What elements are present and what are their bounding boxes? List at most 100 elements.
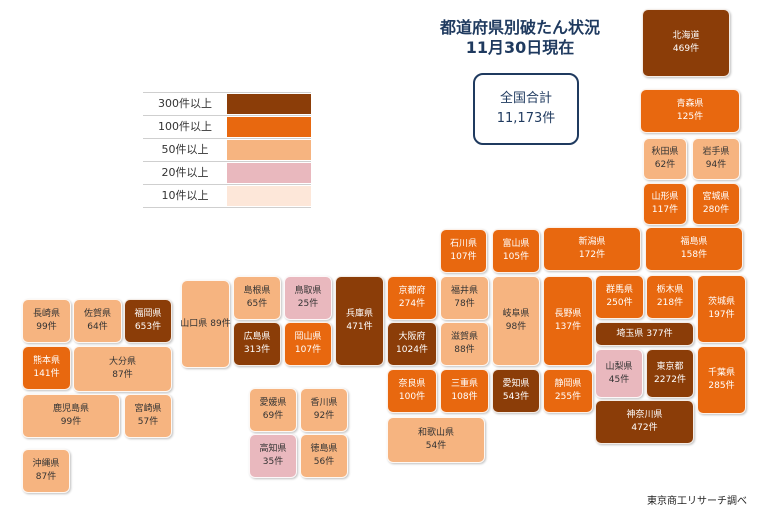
pref-wakayama[interactable]: 和歌山県 54件 <box>387 417 485 463</box>
pref-count: 100件 <box>398 392 426 402</box>
pref-akita[interactable]: 秋田県 62件 <box>643 138 687 180</box>
total-label: 全国合計 <box>499 91 552 106</box>
pref-kochi[interactable]: 高知県 35件 <box>249 434 297 478</box>
pref-yamanashi[interactable]: 山梨県 45件 <box>595 349 643 398</box>
pref-name: 福井県 <box>450 286 478 296</box>
pref-kanagawa[interactable]: 神奈川県 472件 <box>595 400 694 444</box>
pref-yamagata[interactable]: 山形県 117件 <box>643 183 687 225</box>
pref-name: 愛媛県 <box>259 398 287 408</box>
pref-name: 愛知県 <box>502 379 530 389</box>
legend-label: 50件以上 <box>161 143 209 156</box>
pref-count: 280件 <box>702 205 730 215</box>
pref-okinawa[interactable]: 沖縄県 87件 <box>22 449 70 493</box>
pref-shiga[interactable]: 滋賀県 88件 <box>440 322 489 366</box>
pref-okayama[interactable]: 岡山県 107件 <box>284 322 332 366</box>
legend: 300件以上 100件以上 50件以上 20件以上 10件以上 <box>143 92 311 208</box>
pref-name: 宮城県 <box>702 192 730 202</box>
pref-yamaguchi[interactable]: 山口県 89件 <box>180 280 231 368</box>
pref-shimane[interactable]: 島根県 65件 <box>233 276 281 320</box>
pref-name: 和歌山県 <box>417 428 454 438</box>
pref-name: 滋賀県 <box>450 332 478 342</box>
pref-fukuoka[interactable]: 福岡県 653件 <box>124 299 172 343</box>
pref-name: 徳島県 <box>310 444 338 454</box>
pref-count: 274件 <box>398 299 426 309</box>
legend-row: 20件以上 <box>143 161 311 184</box>
pref-count: 255件 <box>554 392 582 402</box>
legend-label: 10件以上 <box>161 189 209 202</box>
pref-hokkaido[interactable]: 北海道 469件 <box>642 9 730 77</box>
pref-tottori[interactable]: 鳥取県 25件 <box>284 276 332 320</box>
pref-name: 新潟県 <box>578 237 606 247</box>
pref-ehime[interactable]: 愛媛県 69件 <box>249 388 297 432</box>
pref-name: 広島県 <box>243 332 271 342</box>
pref-hyogo[interactable]: 兵庫県 471件 <box>335 276 384 366</box>
pref-count: 78件 <box>454 299 475 309</box>
pref-name: 埼玉県 <box>616 328 644 339</box>
pref-name: 宮崎県 <box>134 404 162 414</box>
pref-ibaraki[interactable]: 茨城県 197件 <box>697 275 746 343</box>
pref-name: 三重県 <box>450 379 478 389</box>
pref-shizuoka[interactable]: 静岡県 255件 <box>543 369 593 413</box>
legend-swatch <box>227 94 311 114</box>
pref-name: 静岡県 <box>554 379 582 389</box>
pref-ishikawa[interactable]: 石川県 107件 <box>440 229 487 273</box>
pref-count: 197件 <box>708 310 735 320</box>
legend-swatch <box>227 117 311 137</box>
pref-count: 472件 <box>631 423 658 433</box>
pref-chiba[interactable]: 千葉県 285件 <box>697 346 746 414</box>
pref-kumamoto[interactable]: 熊本県 141件 <box>22 346 71 390</box>
pref-name: 兵庫県 <box>345 309 373 319</box>
pref-saga[interactable]: 佐賀県 64件 <box>73 299 122 343</box>
pref-name: 熊本県 <box>32 356 60 366</box>
pref-mie[interactable]: 三重県 108件 <box>440 369 489 413</box>
pref-count: 2272件 <box>654 374 686 385</box>
pref-tokushima[interactable]: 徳島県 56件 <box>300 434 348 478</box>
pref-kyoto[interactable]: 京都府 274件 <box>387 276 437 320</box>
pref-kagoshima[interactable]: 鹿児島県 99件 <box>22 394 120 438</box>
pref-toyama[interactable]: 富山県 105件 <box>492 229 540 273</box>
pref-tokyo[interactable]: 東京都 2272件 <box>646 349 694 398</box>
pref-count: 285件 <box>708 381 735 391</box>
pref-nagasaki[interactable]: 長崎県 99件 <box>22 299 71 343</box>
pref-miyazaki[interactable]: 宮崎県 57件 <box>124 394 172 438</box>
legend-swatch <box>227 186 311 206</box>
pref-fukui[interactable]: 福井県 78件 <box>440 276 489 320</box>
pref-count: 218件 <box>656 298 684 308</box>
pref-count: 69件 <box>262 411 284 421</box>
pref-count: 105件 <box>502 252 530 262</box>
pref-name: 大分県 <box>108 357 136 367</box>
pref-name: 岩手県 <box>702 147 730 157</box>
pref-fukushima[interactable]: 福島県 158件 <box>645 227 743 271</box>
pref-hiroshima[interactable]: 広島県 313件 <box>233 322 281 366</box>
pref-count: 57件 <box>137 417 159 427</box>
legend-row: 100件以上 <box>143 115 311 138</box>
pref-kagawa[interactable]: 香川県 92件 <box>300 388 348 432</box>
pref-miyagi[interactable]: 宮城県 280件 <box>692 183 740 225</box>
pref-nara[interactable]: 奈良県 100件 <box>387 369 437 413</box>
pref-name: 北海道 <box>672 31 700 41</box>
pref-count: 92件 <box>313 411 335 421</box>
pref-name: 鳥取県 <box>294 286 322 296</box>
pref-count: 543件 <box>502 392 530 402</box>
pref-name: 神奈川県 <box>626 410 663 420</box>
pref-name: 千葉県 <box>707 368 735 378</box>
pref-tochigi[interactable]: 栃木県 218件 <box>646 275 694 319</box>
pref-count: 137件 <box>554 322 582 332</box>
pref-saitama[interactable]: 埼玉県 377件 <box>595 322 694 346</box>
pref-gunma[interactable]: 群馬県 250件 <box>595 275 644 319</box>
pref-name: 京都府 <box>398 286 426 296</box>
pref-aichi[interactable]: 愛知県 543件 <box>492 369 540 413</box>
pref-name: 沖縄県 <box>32 459 60 469</box>
legend-label: 100件以上 <box>158 120 212 133</box>
pref-count: 1024件 <box>396 345 428 355</box>
pref-count: 94件 <box>705 160 727 170</box>
pref-count: 471件 <box>346 322 373 332</box>
pref-nagano[interactable]: 長野県 137件 <box>543 276 593 366</box>
pref-gifu[interactable]: 岐阜県 98件 <box>492 276 540 366</box>
pref-osaka[interactable]: 大阪府 1024件 <box>387 322 437 366</box>
pref-count: 45件 <box>608 374 630 385</box>
pref-aomori[interactable]: 青森県 125件 <box>640 89 740 133</box>
pref-iwate[interactable]: 岩手県 94件 <box>692 138 740 180</box>
pref-oita[interactable]: 大分県 87件 <box>73 346 172 392</box>
pref-niigata[interactable]: 新潟県 172件 <box>543 227 641 271</box>
